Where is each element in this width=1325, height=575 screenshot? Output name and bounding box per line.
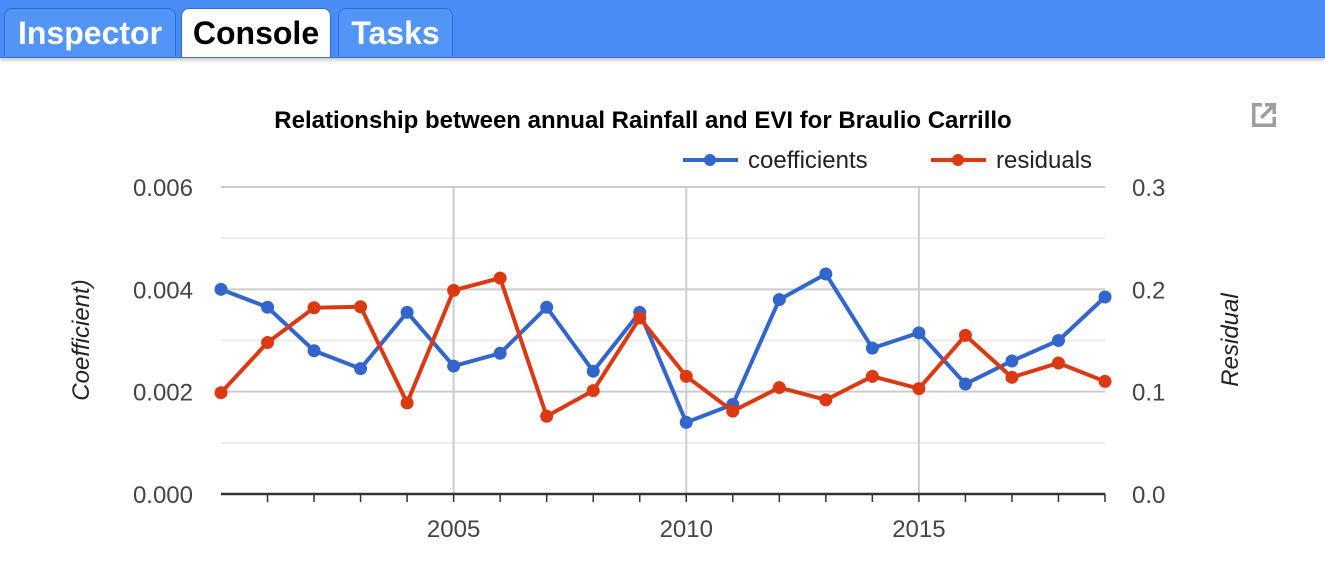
data-point-coefficients[interactable] (261, 300, 275, 314)
data-point-residuals[interactable] (493, 271, 507, 285)
tab-tasks[interactable]: Tasks (338, 8, 453, 56)
data-point-coefficients[interactable] (540, 300, 554, 314)
series-layer (214, 267, 1112, 429)
data-point-residuals[interactable] (1098, 374, 1112, 388)
x-tick-label: 2015 (892, 516, 945, 543)
legend-item-residuals[interactable]: residuals (931, 147, 1092, 174)
data-point-residuals[interactable] (447, 283, 461, 297)
data-point-residuals[interactable] (865, 369, 879, 383)
data-point-coefficients[interactable] (819, 267, 833, 281)
data-point-coefficients[interactable] (214, 282, 228, 296)
y-axis-right-label: Residual (1217, 293, 1244, 387)
data-point-residuals[interactable] (1051, 356, 1065, 370)
series-line-coefficients (220, 271, 1107, 425)
data-point-coefficients[interactable] (1051, 334, 1065, 347)
legend-marker-coefficients (704, 154, 716, 166)
data-point-coefficients[interactable] (307, 344, 321, 358)
data-point-residuals[interactable] (679, 369, 693, 383)
data-point-coefficients[interactable] (400, 305, 414, 319)
data-point-coefficients[interactable] (958, 377, 972, 391)
axes: 2005 2010 2015 0.000 0.002 0.004 0.006 0.0 0.1 0.… (133, 175, 1165, 543)
open-in-new-icon[interactable] (1246, 97, 1282, 133)
data-point-residuals[interactable] (958, 328, 972, 342)
x-tick-label: 2005 (427, 516, 480, 543)
legend: coefficients residuals (683, 147, 1092, 174)
data-point-coefficients[interactable] (772, 293, 786, 307)
data-point-residuals[interactable] (819, 393, 833, 407)
data-point-residuals[interactable] (354, 300, 368, 314)
legend-marker-residuals (952, 154, 964, 166)
tab-bar: Inspector Console Tasks (0, 0, 1325, 58)
legend-label-coefficients: coefficients (748, 147, 868, 174)
y-left-tick-label: 0.002 (133, 380, 193, 407)
data-point-coefficients[interactable] (1005, 354, 1019, 368)
data-point-residuals[interactable] (726, 404, 740, 418)
data-point-residuals[interactable] (400, 396, 414, 410)
y-right-tick-label: 0.3 (1132, 175, 1165, 202)
data-point-coefficients[interactable] (865, 341, 879, 355)
legend-label-residuals: residuals (996, 147, 1092, 174)
y-left-tick-label: 0.004 (133, 277, 193, 304)
tab-console[interactable]: Console (181, 8, 331, 57)
data-point-coefficients[interactable] (447, 359, 461, 373)
data-point-residuals[interactable] (214, 386, 228, 400)
data-point-coefficients[interactable] (586, 364, 600, 378)
data-point-residuals[interactable] (912, 382, 926, 396)
data-point-residuals[interactable] (261, 336, 275, 350)
data-point-residuals[interactable] (586, 384, 600, 398)
y-axis-left-label: Coefficient) (68, 279, 95, 400)
data-point-coefficients[interactable] (912, 326, 926, 340)
y-right-tick-label: 0.1 (1132, 380, 1165, 407)
data-point-coefficients[interactable] (354, 362, 368, 376)
data-point-residuals[interactable] (540, 409, 554, 423)
data-point-residuals[interactable] (1005, 370, 1019, 384)
data-point-coefficients[interactable] (679, 415, 693, 429)
y-left-tick-label: 0.000 (133, 482, 193, 509)
data-point-residuals[interactable] (772, 381, 786, 395)
data-point-coefficients[interactable] (493, 346, 507, 360)
y-right-tick-label: 0.2 (1132, 277, 1165, 304)
y-left-tick-label: 0.006 (133, 175, 193, 202)
y-right-tick-label: 0.0 (1132, 482, 1165, 509)
open-in-new-icon-graphic (1252, 103, 1276, 127)
series-line-residuals (219, 276, 1106, 419)
data-point-residuals[interactable] (307, 301, 321, 315)
tab-inspector[interactable]: Inspector (4, 8, 176, 56)
data-point-coefficients[interactable] (1098, 290, 1112, 304)
grid-lines (221, 186, 1105, 494)
data-point-residuals[interactable] (633, 311, 647, 325)
chart-title: Relationship between annual Rainfall and… (274, 107, 1011, 134)
x-tick-label: 2010 (660, 516, 713, 543)
legend-item-coefficients[interactable]: coefficients (683, 147, 868, 174)
